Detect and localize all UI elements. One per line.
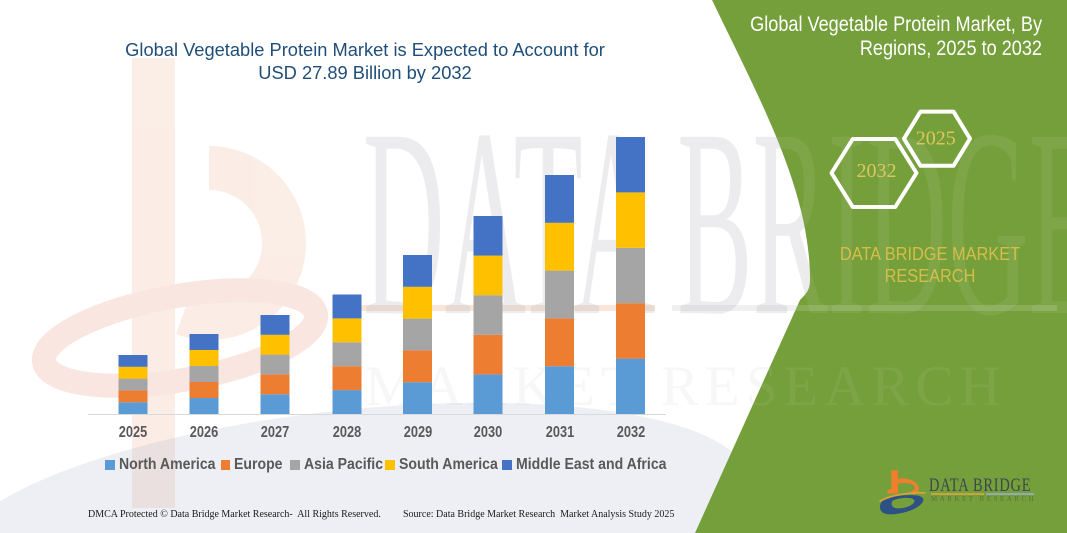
svg-text:DATA BRIDGE: DATA BRIDGE	[363, 73, 1067, 372]
svg-text:MARKET RESEARCH: MARKET RESEARCH	[365, 355, 1007, 418]
svg-text:2032: 2032	[857, 160, 897, 182]
svg-text:2025: 2025	[916, 127, 956, 149]
